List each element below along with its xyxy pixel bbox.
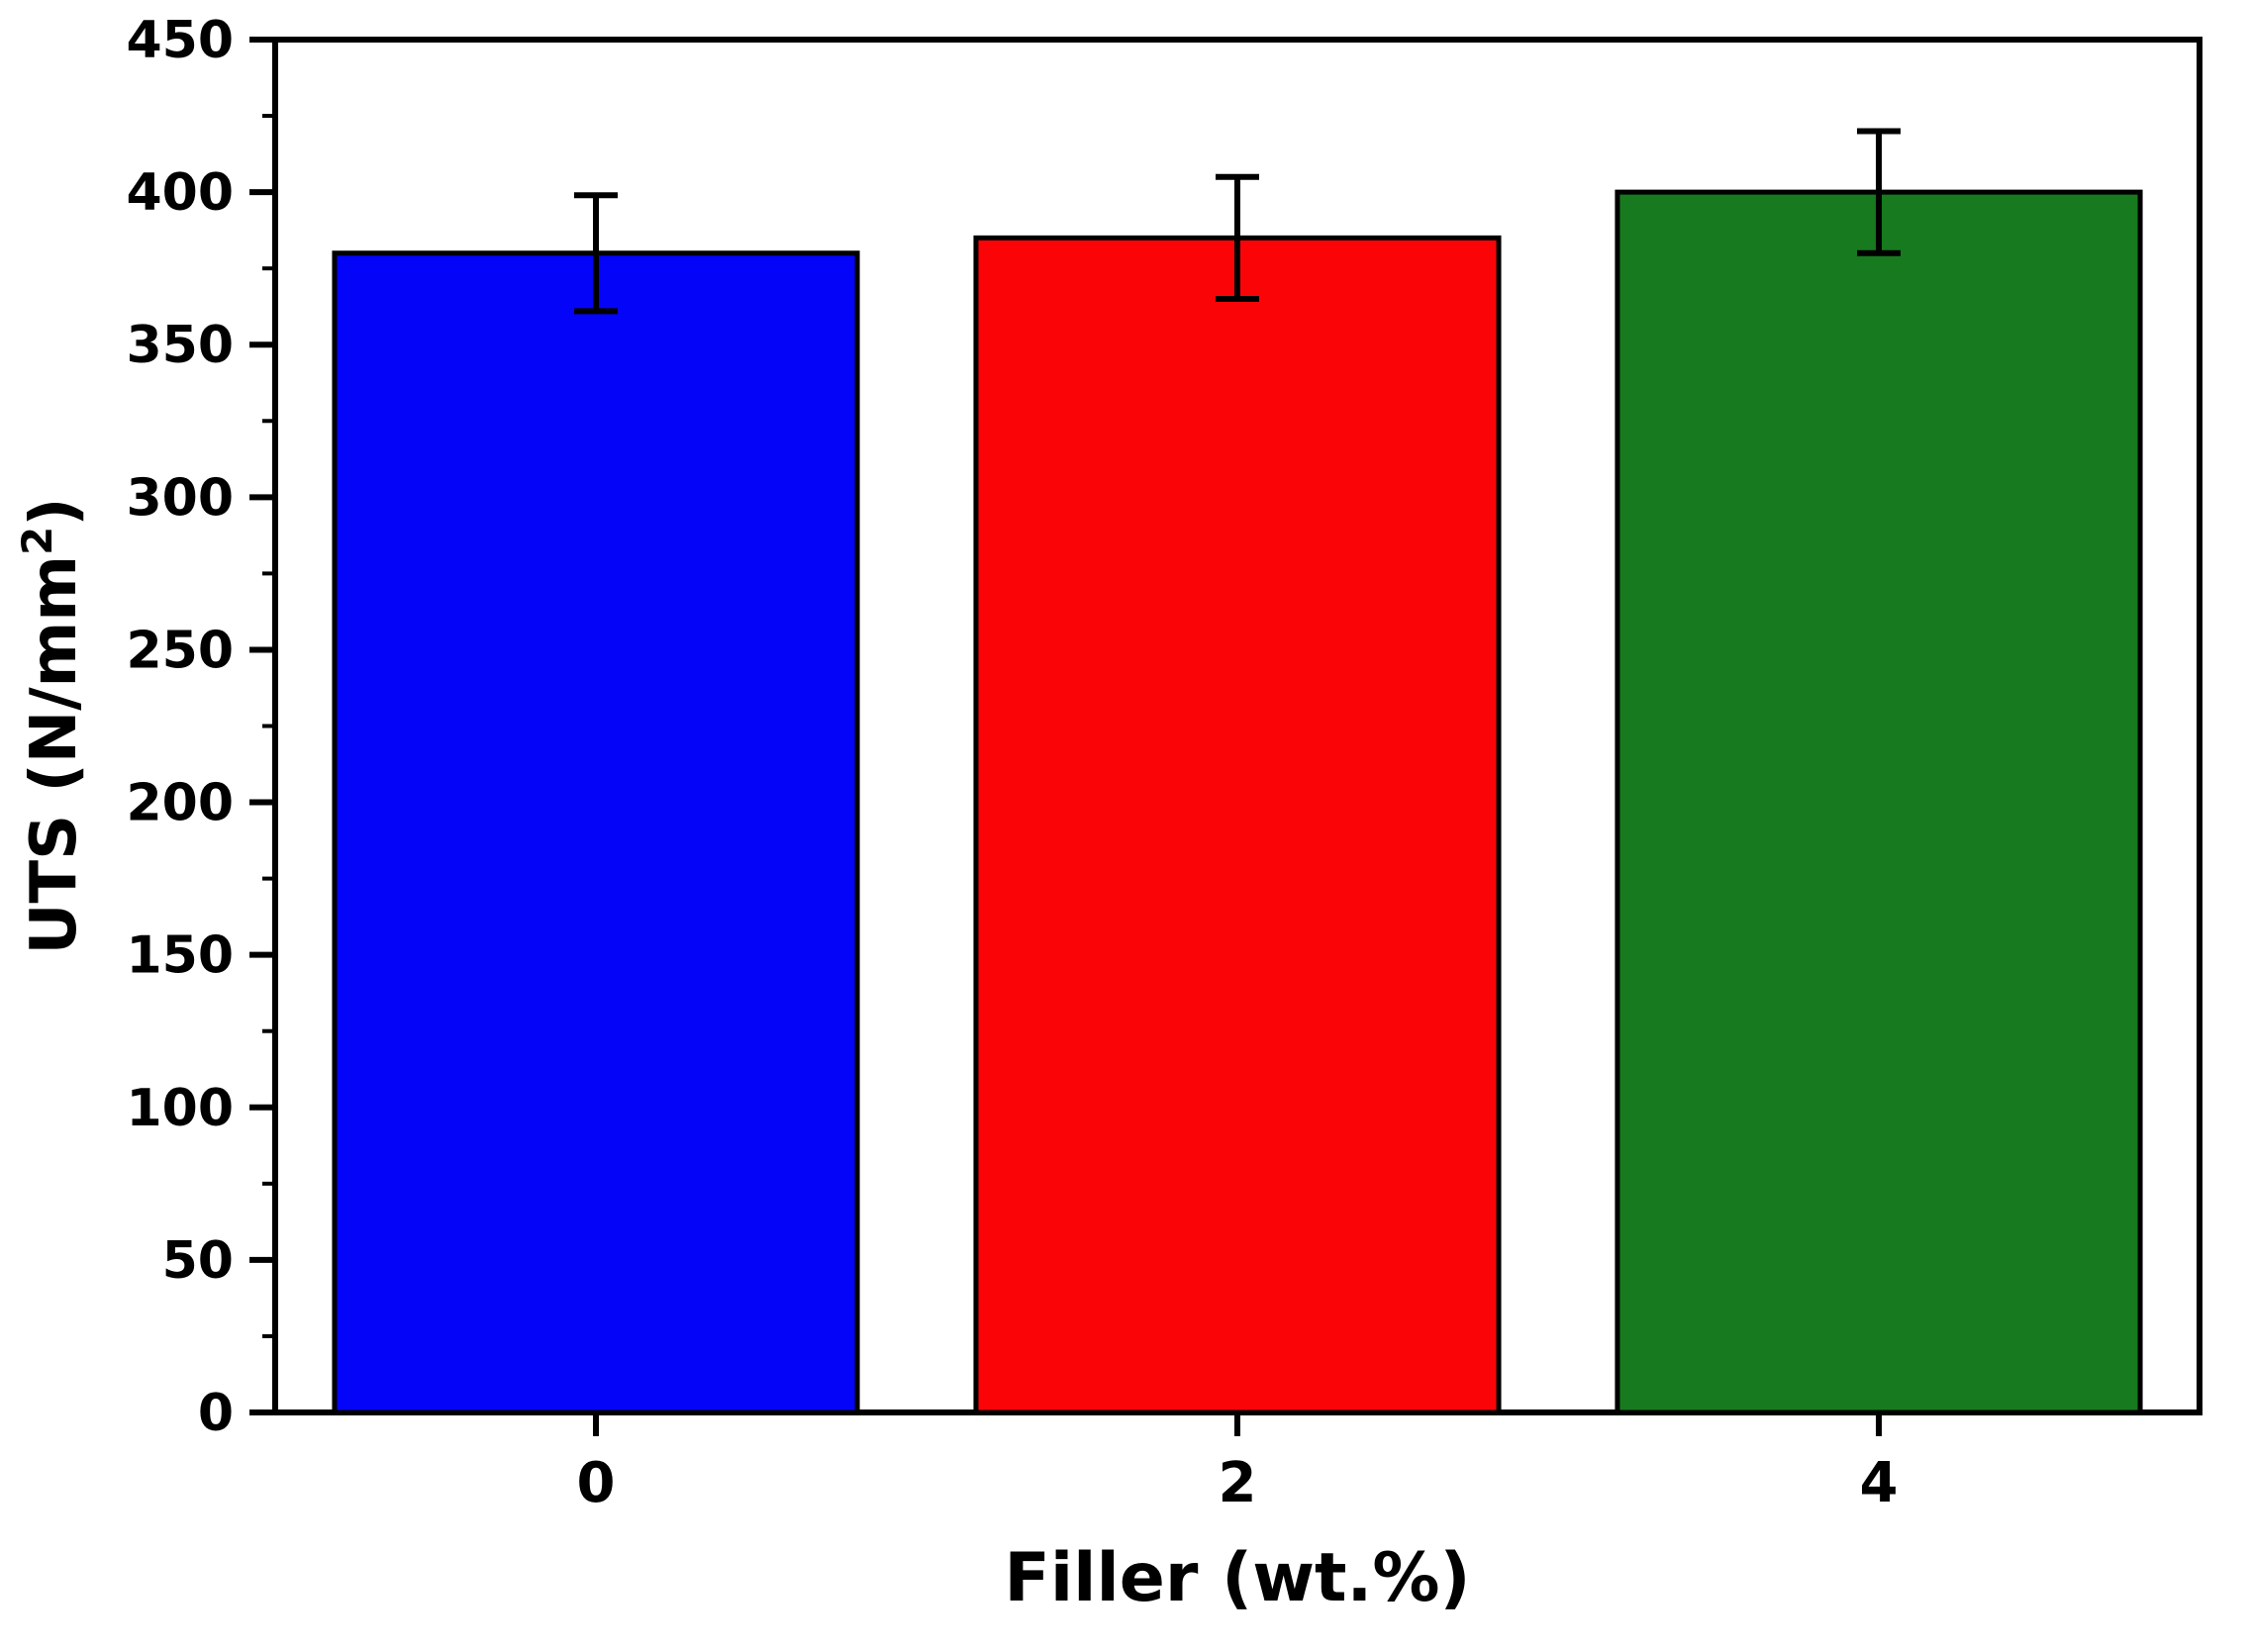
y-tick-label: 0	[198, 1384, 234, 1443]
y-tick-label: 150	[126, 926, 234, 986]
bar-0	[332, 250, 860, 1415]
y-tick-label: 100	[126, 1079, 234, 1138]
y-tick-label: 300	[126, 468, 234, 528]
y-tick-label: 450	[126, 11, 234, 70]
bar-4	[1615, 189, 2143, 1415]
x-tick-label: 0	[577, 1451, 616, 1515]
y-tick-label: 400	[126, 163, 234, 223]
x-tick-label: 4	[1860, 1451, 1899, 1515]
y-tick-label: 350	[126, 316, 234, 375]
bar-2	[973, 235, 1502, 1415]
x-axis-label: Filler (wt.%)	[1004, 1539, 1470, 1617]
y-tick-label: 250	[126, 621, 234, 680]
x-tick-label: 2	[1219, 1451, 1257, 1515]
y-tick-label: 50	[162, 1231, 234, 1291]
y-axis-label: UTS (N/mm2)	[13, 497, 91, 954]
y-tick-label: 200	[126, 774, 234, 833]
